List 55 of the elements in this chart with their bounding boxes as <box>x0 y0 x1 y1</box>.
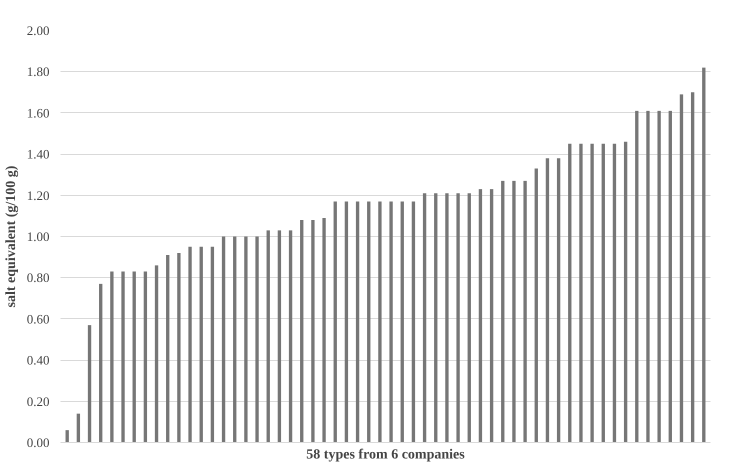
bar <box>334 201 337 442</box>
bar <box>468 193 471 442</box>
bar <box>210 246 214 442</box>
bar <box>400 201 404 442</box>
bar <box>568 144 572 442</box>
bar <box>556 158 560 442</box>
y-tick-label: 0.00 <box>26 435 50 450</box>
bar <box>344 201 348 442</box>
y-tick-label: 0.20 <box>26 394 50 409</box>
bar <box>635 110 638 442</box>
bar <box>668 110 672 442</box>
y-axis-title: salt equivalent (g/100 g) <box>4 165 19 308</box>
y-tick-label: 1.20 <box>26 188 50 203</box>
y-tick-label: 2.00 <box>26 23 50 38</box>
bar <box>602 144 605 442</box>
bar <box>132 272 136 442</box>
bar <box>99 284 102 442</box>
bar <box>278 230 282 442</box>
bar <box>367 201 370 442</box>
bar <box>456 193 460 442</box>
bar <box>233 236 236 442</box>
bar <box>523 180 527 442</box>
bar <box>624 142 628 442</box>
bar <box>378 201 382 442</box>
bar <box>422 193 426 442</box>
bar <box>144 272 148 442</box>
bar <box>534 168 538 442</box>
y-tick-label: 1.00 <box>26 229 50 244</box>
bar <box>300 220 304 442</box>
bar <box>657 110 661 442</box>
bar <box>434 193 438 442</box>
bar <box>490 189 494 442</box>
bar <box>356 201 360 442</box>
y-tick-label: 0.40 <box>26 352 50 368</box>
bar <box>66 430 69 442</box>
bar <box>266 230 270 442</box>
bar <box>501 180 504 442</box>
bar <box>690 92 694 442</box>
bar <box>244 236 248 442</box>
bar <box>166 255 170 442</box>
bar <box>412 201 416 442</box>
bar <box>177 252 181 442</box>
bar <box>702 68 706 442</box>
x-axis-title: 58 types from 6 companies <box>306 448 466 462</box>
y-tick-label: 0.80 <box>26 270 50 286</box>
y-tick-label: 0.60 <box>26 311 50 326</box>
bar <box>110 272 114 442</box>
bar <box>311 220 315 442</box>
bar <box>200 246 203 442</box>
bar <box>590 144 594 442</box>
bar <box>389 201 393 442</box>
y-tick-label: 1.80 <box>26 64 50 80</box>
bar <box>76 414 80 442</box>
y-tick-label: 1.40 <box>26 146 50 162</box>
y-tick-label: 1.60 <box>26 105 50 120</box>
